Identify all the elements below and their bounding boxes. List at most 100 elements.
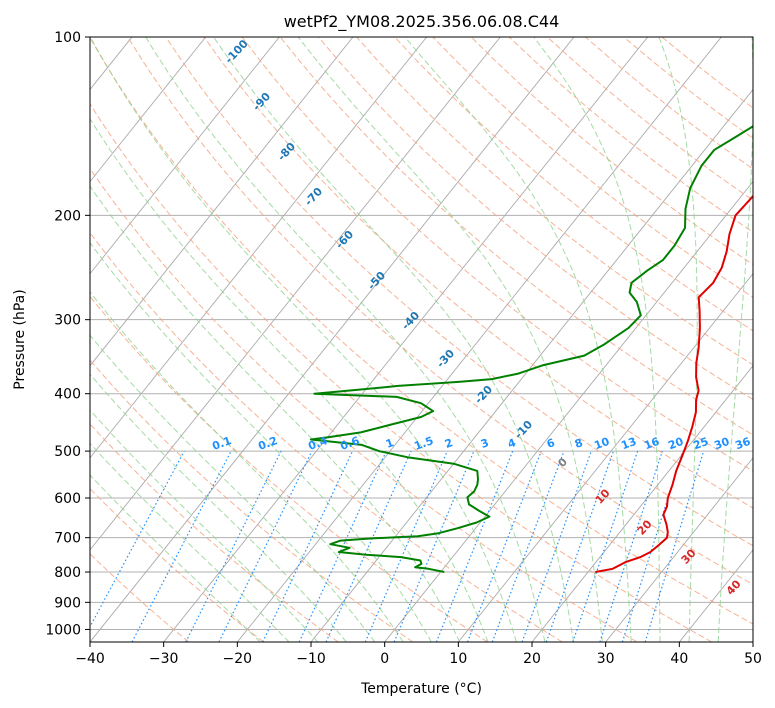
dry-adiabat-line [585,37,753,170]
y-tick-label: 500 [54,444,81,460]
isotherm-line [0,37,58,642]
mixing-ratio-line [545,450,614,642]
x-tick-label: −40 [75,651,105,667]
isotherm-line [90,37,428,459]
y-tick-label: 800 [54,565,81,581]
mixing-ratio-label: 0.2 [256,434,279,453]
isotherm-line [384,180,753,642]
dry-adiabat-line [90,103,712,642]
isotherm-line [90,37,207,183]
moist-adiabat-line [404,37,632,642]
dry-adiabat-line [279,37,753,436]
dry-adiabat-line [470,37,753,266]
isotherm-line [457,272,753,642]
dry-adiabat-line [394,37,753,332]
mixing-ratio-line [435,450,514,642]
dry-adiabat-line [90,37,753,625]
isotherm-line [90,37,280,275]
mixing-ratio-label: 10 [592,435,611,453]
mixing-ratio-label: 0.1 [210,434,233,453]
mixing-ratio-label: 6 [545,436,557,451]
x-tick-label: 40 [670,651,688,667]
mixing-ratio-label: 36 [733,435,752,453]
moist-adiabat-line [90,409,319,642]
x-tick-label: −10 [296,651,326,667]
y-tick-label: 200 [54,208,81,224]
isotherm-line [163,37,649,642]
mixing-ratio-line [262,450,354,642]
dry-adiabat-label: -30 [434,347,457,371]
isotherm-line [90,37,354,367]
mixing-ratio-line [644,450,705,642]
mixing-ratio-line [621,450,684,642]
dry-adiabat-label: -100 [222,37,251,66]
y-tick-label: 400 [54,387,81,403]
dry-adiabat-line [90,553,190,642]
dry-adiabat-label: -40 [399,309,422,333]
mixing-ratio-label: 8 [573,436,585,451]
mixing-ratio-label: 3 [479,436,491,451]
isotherm-line [90,37,501,551]
dry-adiabat-line [90,231,563,642]
isotherm-line [605,457,753,642]
y-tick-label: 1000 [45,622,81,638]
dry-adiabat-label: 40 [724,577,744,597]
mixing-ratio-line [521,450,592,642]
x-tick-label: −20 [223,651,253,667]
mixing-ratio-line [325,450,412,642]
mixing-ratio-line [572,450,639,642]
mixing-ratio-line [218,450,313,642]
moist-adiabat-line [145,37,546,642]
dry-adiabat-label: 30 [679,546,699,566]
x-tick-label: 30 [597,651,615,667]
moist-adiabat-line [533,37,661,642]
moist-adiabat-line [90,241,432,642]
dry-adiabat-line [90,359,414,642]
y-axis: 100 200 300 400 500 600 700 800 900 1000 [45,30,90,638]
plot-content [0,37,753,642]
dry-adiabat-label: -80 [275,140,298,164]
dry-adiabat-label: -10 [512,418,535,442]
y-tick-label: 100 [54,30,81,46]
moist-adiabat-line [90,185,461,642]
moist-adiabat-line [90,442,290,642]
mixing-ratio-line [393,450,475,642]
mixing-ratio-label: 25 [691,435,710,452]
isotherm-line [90,37,575,642]
moist-adiabat-line [90,474,261,642]
isotherm-line [236,37,722,642]
dry-adiabat-line [508,37,753,233]
moist-adiabat-line [90,334,376,642]
isotherm-line [310,88,753,642]
dry-adiabat-label: -20 [472,383,495,407]
dry-adiabat-line [203,37,753,509]
mixing-ratio-line [90,450,185,629]
x-axis: −40 −30 −20 −10 0 10 20 30 40 50 [75,642,762,667]
mixing-ratio-line [599,450,663,642]
dry-adiabat-label: -60 [333,228,356,252]
plot-frame [89,36,754,643]
mixing-ratio-label: 2 [443,436,455,451]
dry-adiabat-line [90,167,638,642]
temperature-profile-line [595,194,753,573]
y-axis-label: Pressure (hPa) [12,289,28,389]
dry-adiabat-line [165,37,753,547]
dry-adiabat-line [356,37,753,366]
mixing-ratio-line [364,450,448,642]
moist-adiabat-line [658,37,698,642]
mixing-ratio-label: 1.5 [412,434,435,453]
y-tick-label: 900 [54,595,81,611]
x-tick-label: 10 [449,651,467,667]
x-axis-label: Temperature (°C) [360,681,482,697]
mixing-ratio-label: 0.6 [338,434,361,453]
dry-adiabat-line [127,37,753,586]
moist-adiabat-line [90,117,489,642]
mixing-ratio-label: 13 [619,435,638,452]
x-tick-label: −30 [149,651,179,667]
x-tick-label: 0 [380,651,389,667]
y-tick-label: 700 [54,531,81,547]
y-tick-label: 300 [54,313,81,329]
moist-adiabat-line [297,37,603,642]
mixing-ratio-label: 16 [642,435,661,453]
